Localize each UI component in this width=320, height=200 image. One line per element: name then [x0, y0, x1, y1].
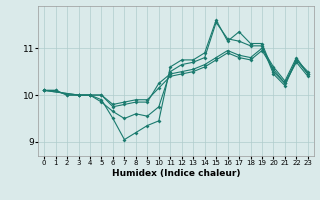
X-axis label: Humidex (Indice chaleur): Humidex (Indice chaleur)	[112, 169, 240, 178]
